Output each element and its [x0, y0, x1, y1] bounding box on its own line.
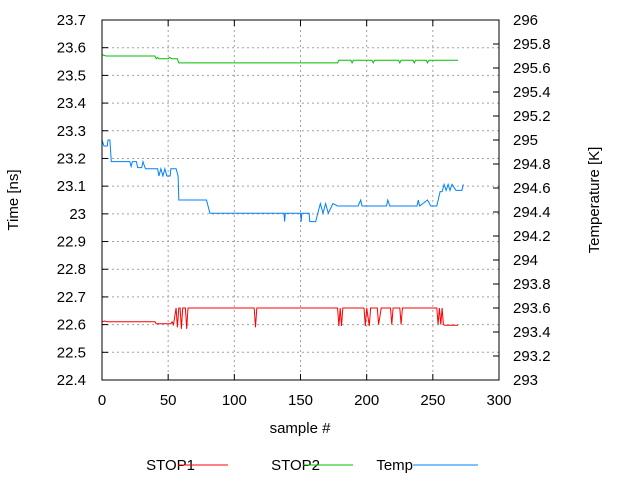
y-tick-label: 23.7 [57, 12, 86, 29]
y2-tick-label: 293.2 [513, 348, 551, 365]
y2-tick-label: 294.8 [513, 156, 551, 173]
series-line-stop1 [101, 307, 458, 329]
y2-axis-label: Temperature [K] [586, 147, 603, 254]
x-tick-label: 150 [288, 392, 313, 409]
legend-label: Temp [376, 457, 413, 474]
x-tick-label: 0 [98, 392, 106, 409]
y2-tick-label: 295.6 [513, 60, 551, 77]
y2-tick-label: 293 [513, 372, 538, 389]
y-tick-label: 23.3 [57, 123, 86, 140]
y-tick-label: 23.5 [57, 67, 86, 84]
y2-tick-label: 294.4 [513, 204, 551, 221]
y-tick-label: 23.2 [57, 150, 86, 167]
legend: STOP1 STOP2 Temp [146, 457, 478, 474]
y2-tick-label: 295.8 [513, 36, 551, 53]
y2-tick-label: 293.8 [513, 276, 551, 293]
y2-tick-label: 293.4 [513, 324, 551, 341]
x-tick-label: 50 [160, 392, 177, 409]
x-tick-label: 100 [222, 392, 247, 409]
y-tick-label: 23.4 [57, 95, 86, 112]
y2-tick-label: 295.2 [513, 108, 551, 125]
y-tick-label: 22.6 [57, 317, 86, 334]
y2-tick-label: 295 [513, 132, 538, 149]
x-tick-label: 300 [486, 392, 511, 409]
y-tick-label: 22.7 [57, 289, 86, 306]
y-tick-label: 22.9 [57, 234, 86, 251]
grid [102, 20, 499, 380]
series-line-temp [101, 139, 464, 223]
y-tick-label: 22.8 [57, 261, 86, 278]
y-tick-label: 22.5 [57, 344, 86, 361]
y-tick-label: 23 [69, 206, 86, 223]
y2-tick-label: 295.4 [513, 84, 551, 101]
ticks: 0 50 100 150 200 250 300 22.4 22.5 22.6 22.7 22.8 22… [57, 12, 551, 409]
y2-tick-label: 293.6 [513, 300, 551, 317]
x-tick-label: 250 [420, 392, 445, 409]
x-tick-label: 200 [354, 392, 379, 409]
x-axis-label: sample # [270, 420, 332, 437]
y2-tick-label: 294 [513, 252, 538, 269]
y2-tick-label: 294.6 [513, 180, 551, 197]
legend-label: STOP2 [271, 457, 320, 474]
y-tick-label: 23.6 [57, 40, 86, 57]
series-line-stop2 [101, 54, 458, 65]
y2-tick-label: 294.2 [513, 228, 551, 245]
y2-tick-label: 296 [513, 12, 538, 29]
y-axis-label: Time [ns] [5, 169, 22, 230]
series-layer [101, 54, 464, 329]
y-tick-label: 23.1 [57, 178, 86, 195]
legend-label: STOP1 [146, 457, 195, 474]
y-tick-label: 22.4 [57, 372, 86, 389]
